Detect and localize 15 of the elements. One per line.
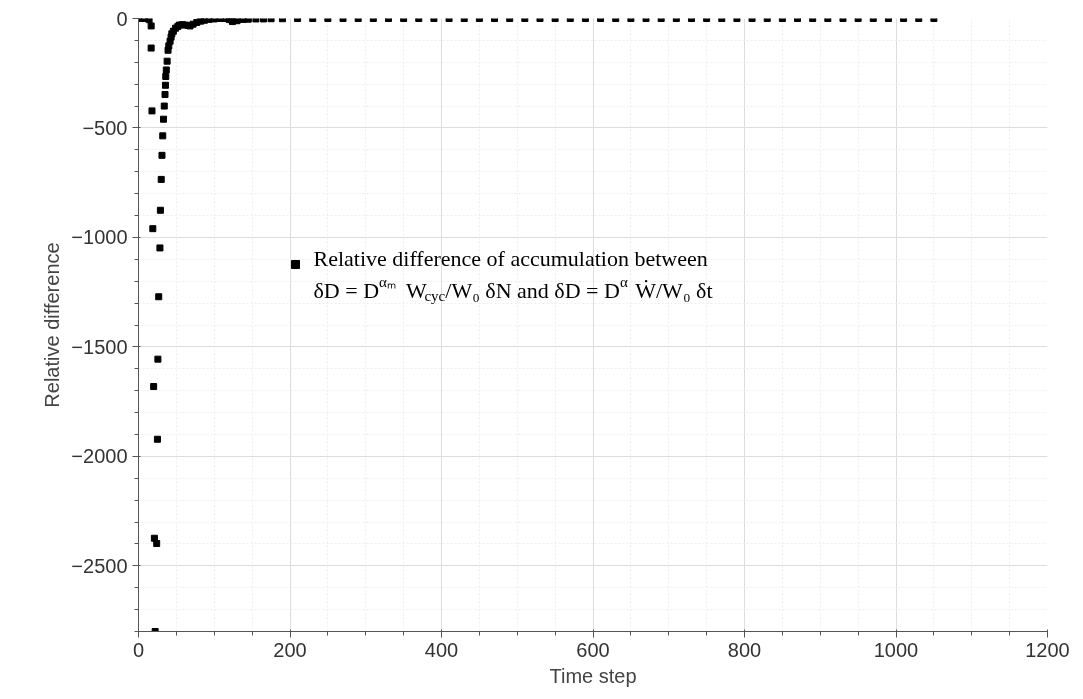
- x-tick-label: 200: [273, 638, 307, 661]
- y-tick-label: −2500: [71, 554, 128, 577]
- x-axis-title: Time step: [549, 664, 637, 687]
- y-tick-label: 0: [116, 7, 128, 30]
- x-tick-label: 400: [424, 638, 459, 661]
- x-tick-label: 1200: [1025, 638, 1070, 661]
- y-tick-label: −1000: [71, 226, 128, 249]
- x-tick-label: 800: [727, 638, 762, 661]
- y-tick-label: −2000: [71, 445, 128, 468]
- x-tick-label: 0: [132, 638, 145, 661]
- x-tick-label: 600: [576, 638, 610, 661]
- y-tick-label: −1500: [71, 335, 128, 358]
- x-tick-label: 1000: [873, 638, 919, 661]
- y-tick-label: −500: [82, 116, 128, 139]
- y-axis-title: Relative difference: [41, 242, 64, 408]
